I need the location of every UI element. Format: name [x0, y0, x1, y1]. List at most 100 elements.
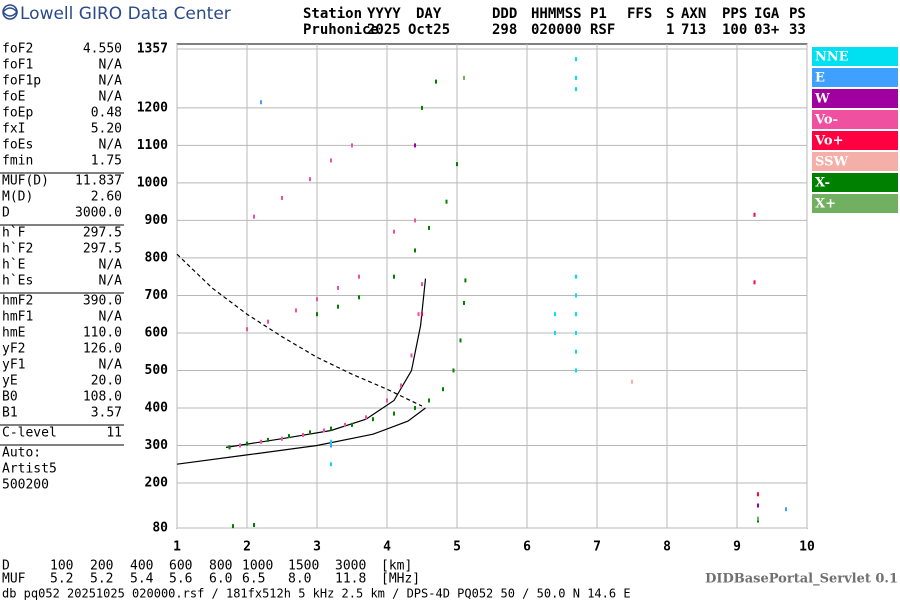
- echo-point: [295, 308, 297, 313]
- echo-point: [575, 368, 577, 373]
- parameter-name: fxI: [2, 122, 25, 137]
- legend-swatch: [812, 68, 898, 87]
- echo-point: [330, 443, 332, 448]
- distance-cell: [km]: [381, 559, 412, 574]
- legend-label: NNE: [815, 50, 849, 65]
- parameter-name: h`F2: [2, 242, 33, 257]
- echo-point: [267, 437, 269, 442]
- echo-point: [228, 445, 231, 450]
- model-curve: [176, 253, 423, 407]
- echo-point: [316, 312, 318, 317]
- parameter-value: 11.837: [75, 174, 122, 189]
- parameter-name: h`Es: [2, 274, 33, 289]
- echo-point: [428, 225, 430, 230]
- echo-point: [757, 516, 759, 521]
- legend-label: W: [814, 92, 830, 107]
- distance-cell: 5.2: [50, 572, 73, 587]
- footer: db pq052 20251025 020000.rsf / 181fx512h…: [2, 587, 631, 600]
- legend-swatch: [812, 152, 898, 171]
- distance-cell: 3000: [335, 559, 366, 574]
- parameter-value: 110.0: [83, 326, 122, 341]
- echo-point: [435, 79, 437, 84]
- parameter-name: h`F: [2, 226, 26, 241]
- echo-point: [428, 398, 430, 403]
- distance-cell: 100: [50, 559, 73, 574]
- distance-cell: 400: [130, 559, 153, 574]
- header-label: Station: [303, 6, 362, 22]
- y-tick-label: 1357: [137, 42, 168, 57]
- parameter-name: foF1: [2, 58, 33, 73]
- distance-cell: 6.5: [242, 572, 265, 587]
- echo-point: [757, 503, 759, 508]
- parameter-name: M(D): [2, 190, 33, 205]
- parameter-name: hmE: [2, 326, 25, 341]
- parameter-value: 297.5: [83, 242, 122, 257]
- parameter-value: N/A: [99, 258, 123, 273]
- legend-swatch: [812, 131, 898, 150]
- echo-point: [316, 297, 318, 302]
- echo-point: [414, 248, 416, 253]
- legend-swatch: [812, 194, 898, 213]
- header-value: 298: [492, 22, 517, 38]
- parameter-value: N/A: [99, 310, 123, 325]
- echo-point: [330, 439, 332, 444]
- servlet-label: DIDBasePortal_Servlet 0.1: [705, 572, 898, 587]
- echo-point: [421, 282, 423, 287]
- echo-point: [253, 214, 255, 219]
- parameter-value: 1.75: [91, 154, 122, 169]
- header-label: FFS: [627, 6, 652, 22]
- echo-point: [463, 75, 465, 80]
- echo-point: [302, 432, 304, 437]
- echo-point: [351, 143, 353, 148]
- echo-point: [757, 492, 759, 497]
- parameter-value: 4.550: [83, 42, 122, 57]
- echo-point: [281, 195, 283, 200]
- echo-point: [253, 522, 255, 527]
- echo-point: [554, 312, 556, 317]
- note: Artist5: [2, 462, 57, 477]
- distance-cell: 11.8: [335, 572, 366, 587]
- echo-point: [785, 507, 787, 512]
- y-tick-label: 400: [145, 400, 169, 415]
- legend-label: SSW: [815, 155, 848, 170]
- echo-point: [337, 285, 339, 290]
- y-tick-label: 80: [152, 521, 168, 536]
- logo: Lowell GIRO Data Center: [20, 4, 231, 24]
- parameter-name: fmin: [2, 154, 33, 169]
- x-tick-label: 6: [523, 540, 531, 555]
- header-value: 020000: [531, 22, 582, 38]
- parameter-name: B1: [2, 406, 18, 421]
- parameter-name: C-level: [2, 426, 57, 441]
- header-value: 33: [789, 22, 806, 38]
- distance-cell: 5.4: [130, 572, 154, 587]
- y-tick-label: 600: [145, 325, 169, 340]
- echo-point: [372, 417, 374, 422]
- header-label: HHMMSS: [531, 6, 582, 22]
- distance-cell: 200: [90, 559, 113, 574]
- echo-point: [267, 319, 269, 324]
- echo-point: [575, 87, 577, 92]
- x-tick-label: 1: [173, 540, 181, 555]
- echo-point: [445, 199, 448, 204]
- echo-point: [358, 274, 360, 279]
- echo-point: [410, 353, 413, 358]
- echo-point: [575, 57, 577, 62]
- echo-point: [575, 274, 577, 279]
- model-curve: [176, 407, 426, 465]
- echo-point: [414, 143, 416, 148]
- header-label: PS: [789, 6, 806, 22]
- echo-point: [246, 327, 248, 332]
- x-tick-label: 8: [663, 540, 671, 555]
- echo-point: [323, 428, 325, 433]
- distance-cell: 600: [169, 559, 192, 574]
- header-value: RSF: [590, 22, 615, 38]
- header-value: 713: [681, 22, 706, 38]
- echo-point: [330, 426, 332, 431]
- parameter-value: N/A: [99, 274, 123, 289]
- echo-point: [414, 405, 416, 410]
- echo-point: [288, 434, 290, 439]
- parameter-name: hmF1: [2, 310, 33, 325]
- parameter-value: 2.60: [91, 190, 122, 205]
- parameter-value: 126.0: [83, 342, 122, 357]
- parameter-value: 5.20: [91, 122, 122, 137]
